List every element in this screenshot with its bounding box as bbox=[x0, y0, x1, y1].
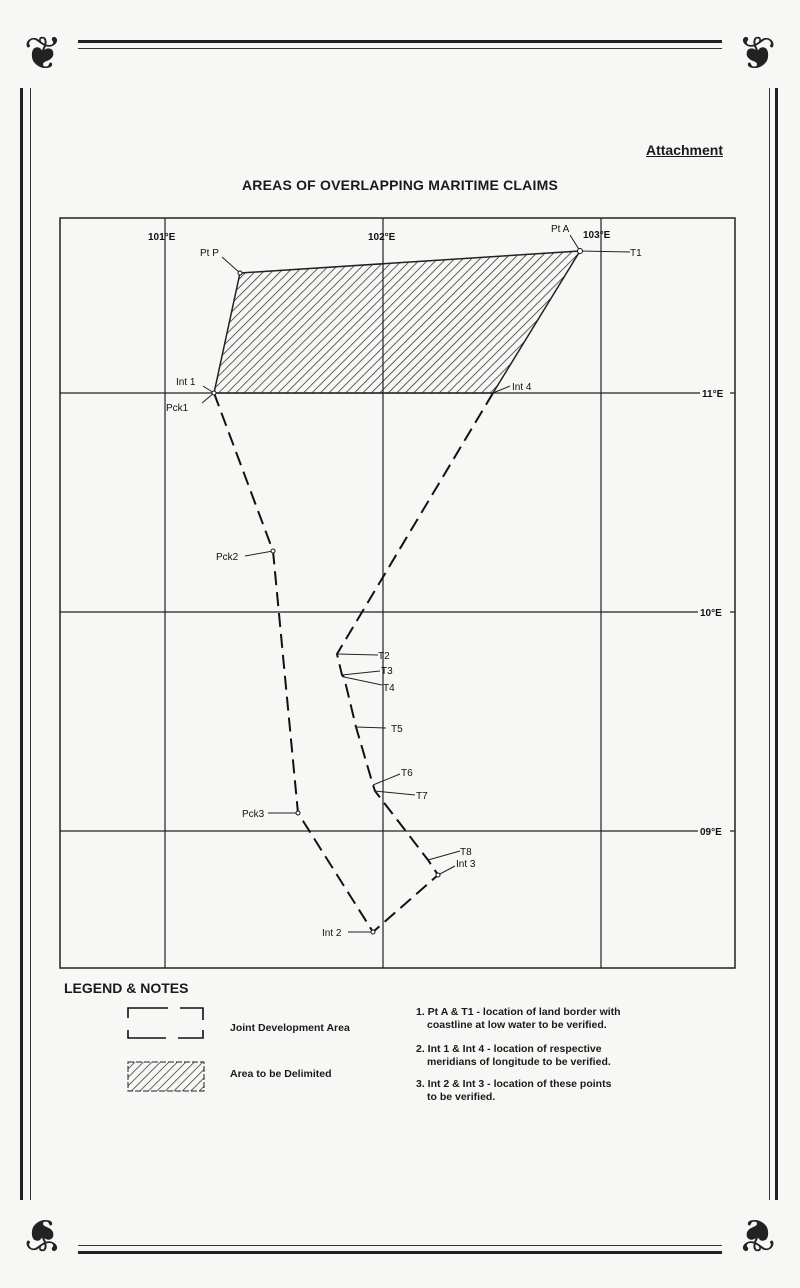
legend-label-joint-development: Joint Development Area bbox=[230, 1022, 350, 1034]
label-t6: T6 bbox=[401, 768, 413, 779]
note-1: 1. Pt A & T1 - location of land border w… bbox=[416, 1006, 716, 1032]
label-int2: Int 2 bbox=[322, 928, 342, 939]
map-frame bbox=[59, 217, 736, 969]
legend-label-area-delimited: Area to be Delimited bbox=[230, 1068, 332, 1080]
joint-development-area-boundary bbox=[213, 392, 494, 934]
point-marker bbox=[270, 548, 276, 554]
label-t2: T2 bbox=[378, 651, 390, 662]
label-t5: T5 bbox=[391, 724, 403, 735]
lon-label-102: 102°E bbox=[368, 232, 396, 243]
area-to-be-delimited bbox=[213, 250, 582, 394]
point-marker bbox=[435, 872, 441, 878]
note-line: 3. Int 2 & Int 3 - location of these poi… bbox=[416, 1078, 612, 1090]
point-marker bbox=[237, 270, 243, 276]
label-t8: T8 bbox=[460, 847, 472, 858]
label-t4: T4 bbox=[383, 683, 395, 694]
lon-label-103: 103°E bbox=[583, 230, 611, 241]
attachment-label: Attachment bbox=[646, 142, 724, 158]
label-int3: Int 3 bbox=[456, 859, 476, 870]
page-border-outer bbox=[20, 40, 778, 1254]
legend-dashed-box-icon bbox=[127, 1007, 204, 1039]
page-border-inner bbox=[30, 48, 770, 1246]
point-marker bbox=[577, 248, 583, 254]
label-pck1: Pck1 bbox=[166, 403, 189, 414]
leader-lines bbox=[201, 234, 631, 933]
note-line: meridians of longitude to be verified. bbox=[427, 1056, 611, 1068]
map-title: AREAS OF OVERLAPPING MARITIME CLAIMS bbox=[242, 177, 558, 193]
note-line: coastline at low water to be verified. bbox=[427, 1019, 607, 1031]
corner-ornament-icon: ❦ bbox=[8, 18, 78, 88]
lat-label-09: 09°E bbox=[700, 827, 722, 838]
point-marker bbox=[370, 929, 376, 935]
label-pck2: Pck2 bbox=[216, 552, 239, 563]
note-line: 2. Int 1 & Int 4 - location of respectiv… bbox=[416, 1043, 602, 1055]
note-3: 3. Int 2 & Int 3 - location of these poi… bbox=[416, 1078, 716, 1104]
point-markers bbox=[211, 248, 583, 935]
legend-hatched-box-icon bbox=[127, 1061, 205, 1092]
lon-label-101: 101°E bbox=[148, 232, 176, 243]
note-2: 2. Int 1 & Int 4 - location of respectiv… bbox=[416, 1043, 716, 1069]
label-int4: Int 4 bbox=[512, 382, 532, 393]
label-pt-p: Pt P bbox=[200, 248, 219, 259]
label-t3: T3 bbox=[381, 666, 393, 677]
lat-label-11: 11°E bbox=[702, 389, 724, 400]
point-marker bbox=[211, 390, 217, 396]
lat-label-10: 10°E bbox=[700, 608, 722, 619]
note-line: to be verified. bbox=[427, 1091, 496, 1103]
legend-heading: LEGEND & NOTES bbox=[64, 980, 189, 996]
label-int1: Int 1 bbox=[176, 377, 196, 388]
label-t1: T1 bbox=[630, 248, 642, 259]
point-marker bbox=[295, 810, 301, 816]
label-pck3: Pck3 bbox=[242, 809, 265, 820]
note-line: 1. Pt A & T1 - location of land border w… bbox=[416, 1006, 621, 1018]
label-t7: T7 bbox=[416, 791, 428, 802]
label-pt-a: Pt A bbox=[551, 224, 570, 235]
